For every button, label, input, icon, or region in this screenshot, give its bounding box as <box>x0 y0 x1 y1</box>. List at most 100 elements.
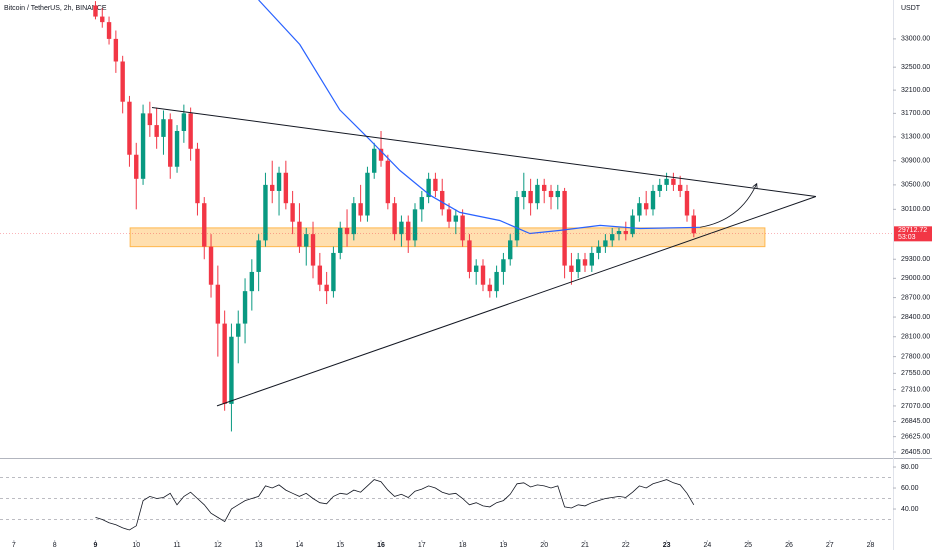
candle-body <box>222 323 227 404</box>
x-tick-label: 16 <box>377 542 385 549</box>
x-tick-label: 28 <box>867 542 875 549</box>
candle-body <box>93 5 98 17</box>
y-tick-label: 27550.00 <box>901 370 930 377</box>
moving-average <box>258 0 701 235</box>
candle-body <box>623 231 628 235</box>
candle-body <box>106 22 112 39</box>
candle-body <box>575 259 581 272</box>
last-price-tag <box>894 226 932 242</box>
candle-body <box>406 221 411 241</box>
last-price-label: 29712.72 <box>898 227 927 234</box>
x-tick-label: 21 <box>581 542 589 549</box>
candle-body <box>508 240 513 260</box>
candle-body <box>256 240 261 272</box>
candle-body <box>392 203 397 235</box>
candle-body <box>467 240 472 272</box>
candle-body <box>317 265 323 285</box>
candle-body <box>542 184 547 191</box>
candle-body <box>473 265 479 272</box>
y-tick-label: 31700.00 <box>901 110 930 117</box>
candle-body <box>453 215 459 222</box>
x-tick-label: 14 <box>296 542 304 549</box>
candle-body <box>548 190 554 198</box>
candle-body <box>528 190 533 204</box>
x-tick-label: 7 <box>12 542 16 549</box>
candle-body <box>290 203 295 222</box>
y-tick-label: 27310.00 <box>901 386 930 393</box>
y-tick-label: 26405.00 <box>901 449 930 456</box>
candle-body <box>331 252 336 292</box>
x-tick-label: 10 <box>132 542 140 549</box>
candle-body <box>637 203 642 216</box>
y-tick-label: 26625.00 <box>901 433 930 440</box>
candle-body <box>677 184 683 191</box>
candle-body <box>324 284 329 292</box>
candle-body <box>480 265 486 285</box>
candle-body <box>249 271 255 292</box>
candle-body <box>154 125 159 137</box>
x-tick-label: 8 <box>53 542 57 549</box>
rsi-tick-label: 40.00 <box>901 506 919 513</box>
candle-body <box>378 148 384 161</box>
candle-body <box>433 178 438 191</box>
rsi-tick-label: 60.00 <box>901 485 919 492</box>
x-tick-label: 27 <box>826 542 834 549</box>
y-tick-label: 31300.00 <box>901 134 930 141</box>
candle-body <box>399 221 404 235</box>
candle-body <box>215 284 221 324</box>
candle-body <box>188 113 193 149</box>
candle-body <box>630 215 635 235</box>
candle-body <box>147 113 153 126</box>
x-tick-label: 22 <box>622 542 630 549</box>
candle-body <box>603 240 608 247</box>
candle-body <box>236 323 241 337</box>
x-tick-label: 26 <box>785 542 793 549</box>
candle-body <box>202 203 207 247</box>
trendline <box>216 196 817 407</box>
candle-body <box>460 215 465 241</box>
candle-body <box>358 203 363 216</box>
support-zone <box>129 227 766 248</box>
candle-body <box>514 197 520 241</box>
arrow <box>699 183 758 228</box>
candle-body <box>283 172 289 204</box>
x-tick-label: 24 <box>703 542 711 549</box>
candle-body <box>100 16 105 23</box>
y-tick-label: 30500.00 <box>901 182 930 189</box>
x-tick-label: 11 <box>173 542 180 549</box>
candle-body <box>181 113 187 131</box>
x-tick-label: 9 <box>94 542 98 549</box>
x-tick-label: 20 <box>540 542 548 549</box>
candle-body <box>276 172 282 191</box>
candle-body <box>569 265 574 272</box>
y-tick-label: 32500.00 <box>901 64 930 71</box>
y-tick-label: 27800.00 <box>901 353 930 360</box>
y-tick-label: 32100.00 <box>901 87 930 94</box>
candle-body <box>440 190 445 210</box>
candle-body <box>385 160 391 204</box>
y-tick-label: 28100.00 <box>901 334 930 341</box>
candle-body <box>501 259 506 272</box>
candle-body <box>310 234 316 266</box>
chart-title: Bitcoin / TetherUS, 2h, BINANCE <box>4 5 107 12</box>
y-tick-label: 33000.00 <box>901 36 930 43</box>
candle-body <box>134 154 139 179</box>
candle-body <box>616 231 622 235</box>
candle-body <box>650 190 656 210</box>
candle-body <box>657 184 662 191</box>
trendline <box>151 107 816 197</box>
candle-body <box>487 284 493 292</box>
candle-body <box>344 227 350 235</box>
candle-body <box>596 246 601 253</box>
x-tick-label: 17 <box>418 542 426 549</box>
candle-body <box>419 197 425 210</box>
rsi-line <box>95 479 695 531</box>
y-tick-label: 26845.00 <box>901 418 930 425</box>
candle-body <box>372 148 377 173</box>
candle-body <box>140 113 146 179</box>
y-tick-label: 28700.00 <box>901 294 930 301</box>
x-tick-label: 18 <box>459 542 467 549</box>
x-tick-label: 15 <box>336 542 344 549</box>
